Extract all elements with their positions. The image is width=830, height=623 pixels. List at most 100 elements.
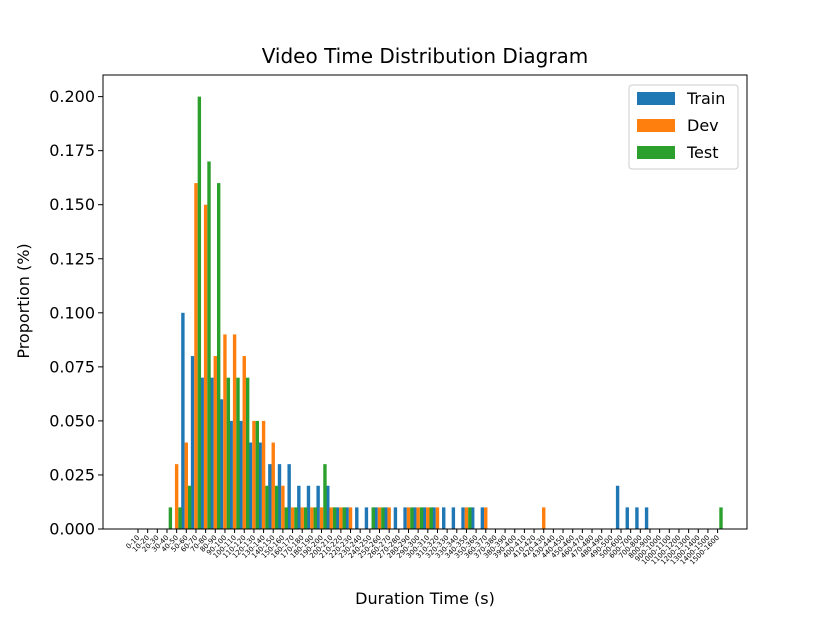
bar-train-11: [239, 420, 243, 529]
bar-test-28: [410, 507, 414, 529]
bar-train-8: [210, 377, 214, 529]
bar-dev-18: [310, 507, 314, 529]
bar-train-23: [355, 507, 359, 529]
bar-test-19: [323, 464, 327, 529]
bar-dev-28: [406, 507, 411, 529]
bar-dev-6: [194, 183, 198, 529]
bar-dev-11: [242, 356, 246, 529]
x-axis-ticks: 0-1010-2020-3030-4040-5050-6060-7070-808…: [125, 529, 721, 566]
bar-train-30: [422, 507, 427, 529]
bar-dev-4: [174, 464, 179, 529]
bar-test-16: [294, 507, 298, 529]
legend-swatch-train: [637, 92, 675, 105]
bar-dev-30: [426, 507, 430, 529]
bar-dev-5: [184, 442, 188, 529]
bar-train-16: [287, 464, 291, 529]
y-tick-label: 0.000: [49, 520, 95, 539]
bar-test-25: [381, 507, 385, 529]
bar-train-24: [364, 507, 369, 529]
bar-train-14: [268, 464, 272, 529]
bar-train-29: [413, 507, 417, 529]
y-tick-label: 0.075: [49, 357, 95, 376]
bar-dev-42: [542, 507, 546, 529]
bar-dev-29: [416, 507, 420, 529]
bar-train-32: [442, 507, 446, 529]
bar-train-12: [248, 442, 253, 529]
bar-dev-8: [213, 356, 217, 529]
bar-test-12: [255, 420, 260, 529]
bar-test-7: [207, 161, 211, 530]
bar-test-18: [313, 507, 317, 529]
bar-test-9: [226, 377, 231, 529]
bar-train-31: [432, 507, 436, 529]
bar-dev-31: [435, 507, 440, 529]
legend: Train Dev Test: [628, 84, 739, 170]
legend-swatch-test: [637, 146, 675, 159]
bar-test-8: [216, 183, 221, 529]
bar-test-15: [284, 507, 288, 529]
bar-train-25: [374, 507, 378, 529]
bar-train-9: [219, 399, 224, 529]
bar-train-28: [403, 507, 407, 529]
bar-train-7: [200, 377, 204, 529]
bar-dev-34: [464, 507, 469, 529]
bar-test-29: [419, 507, 424, 529]
bar-train-20: [326, 485, 330, 529]
legend-swatch-dev: [637, 119, 675, 132]
bar-train-22: [345, 507, 349, 529]
bar-train-5: [181, 312, 185, 529]
bar-train-51: [625, 507, 629, 529]
bar-test-10: [236, 377, 240, 529]
bar-dev-13: [261, 420, 266, 529]
bar-train-21: [335, 507, 340, 529]
bar-dev-22: [348, 507, 353, 529]
bar-test-13: [265, 485, 269, 529]
y-axis-label: Proportion (%): [14, 243, 33, 358]
bar-train-13: [258, 442, 262, 529]
bar-train-33: [451, 507, 456, 529]
bar-dev-9: [223, 334, 227, 529]
x-axis-label: Duration Time (s): [355, 589, 495, 608]
bar-train-26: [384, 507, 388, 529]
bar-dev-21: [339, 507, 343, 529]
y-tick-label: 0.200: [49, 87, 95, 106]
bar-dev-16: [290, 507, 295, 529]
bar-dev-26: [387, 507, 391, 529]
bar-train-19: [316, 485, 320, 529]
bar-train-6: [190, 356, 195, 529]
y-axis-ticks: 0.000 0.025 0.050 0.075 0.100 0.125 0.150 0.175…: [49, 87, 103, 539]
bar-train-50: [615, 485, 620, 529]
bar-test-60: [719, 507, 723, 529]
bar-train-10: [229, 420, 233, 529]
bars-group: [168, 96, 723, 530]
bar-test-5: [188, 485, 192, 529]
legend-label-train: Train: [686, 89, 725, 108]
plot-frame: [102, 74, 748, 530]
bar-dev-17: [300, 507, 304, 529]
y-tick-label: 0.175: [49, 141, 95, 160]
bar-train-52: [635, 507, 639, 529]
bar-test-34: [468, 507, 472, 529]
bar-test-3: [168, 507, 173, 529]
bar-test-11: [245, 377, 250, 529]
y-tick-label: 0.125: [49, 249, 95, 268]
bar-train-34: [461, 507, 465, 529]
bar-train-27: [393, 507, 398, 529]
bar-dev-20: [329, 507, 333, 529]
y-tick-label: 0.100: [49, 303, 95, 322]
bar-dev-25: [377, 507, 382, 529]
bar-test-14: [274, 485, 279, 529]
y-tick-label: 0.025: [49, 465, 95, 484]
legend-label-dev: Dev: [687, 116, 719, 135]
bar-train-36: [480, 507, 485, 529]
bar-test-17: [303, 507, 308, 529]
bar-dev-7: [203, 204, 208, 529]
chart-title: Video Time Distribution Diagram: [262, 44, 589, 68]
bar-dev-19: [319, 507, 324, 529]
bar-train-35: [471, 507, 475, 529]
bar-test-4: [178, 507, 182, 529]
bar-dev-12: [252, 420, 256, 529]
bar-dev-36: [484, 507, 488, 529]
y-tick-label: 0.050: [49, 411, 95, 430]
